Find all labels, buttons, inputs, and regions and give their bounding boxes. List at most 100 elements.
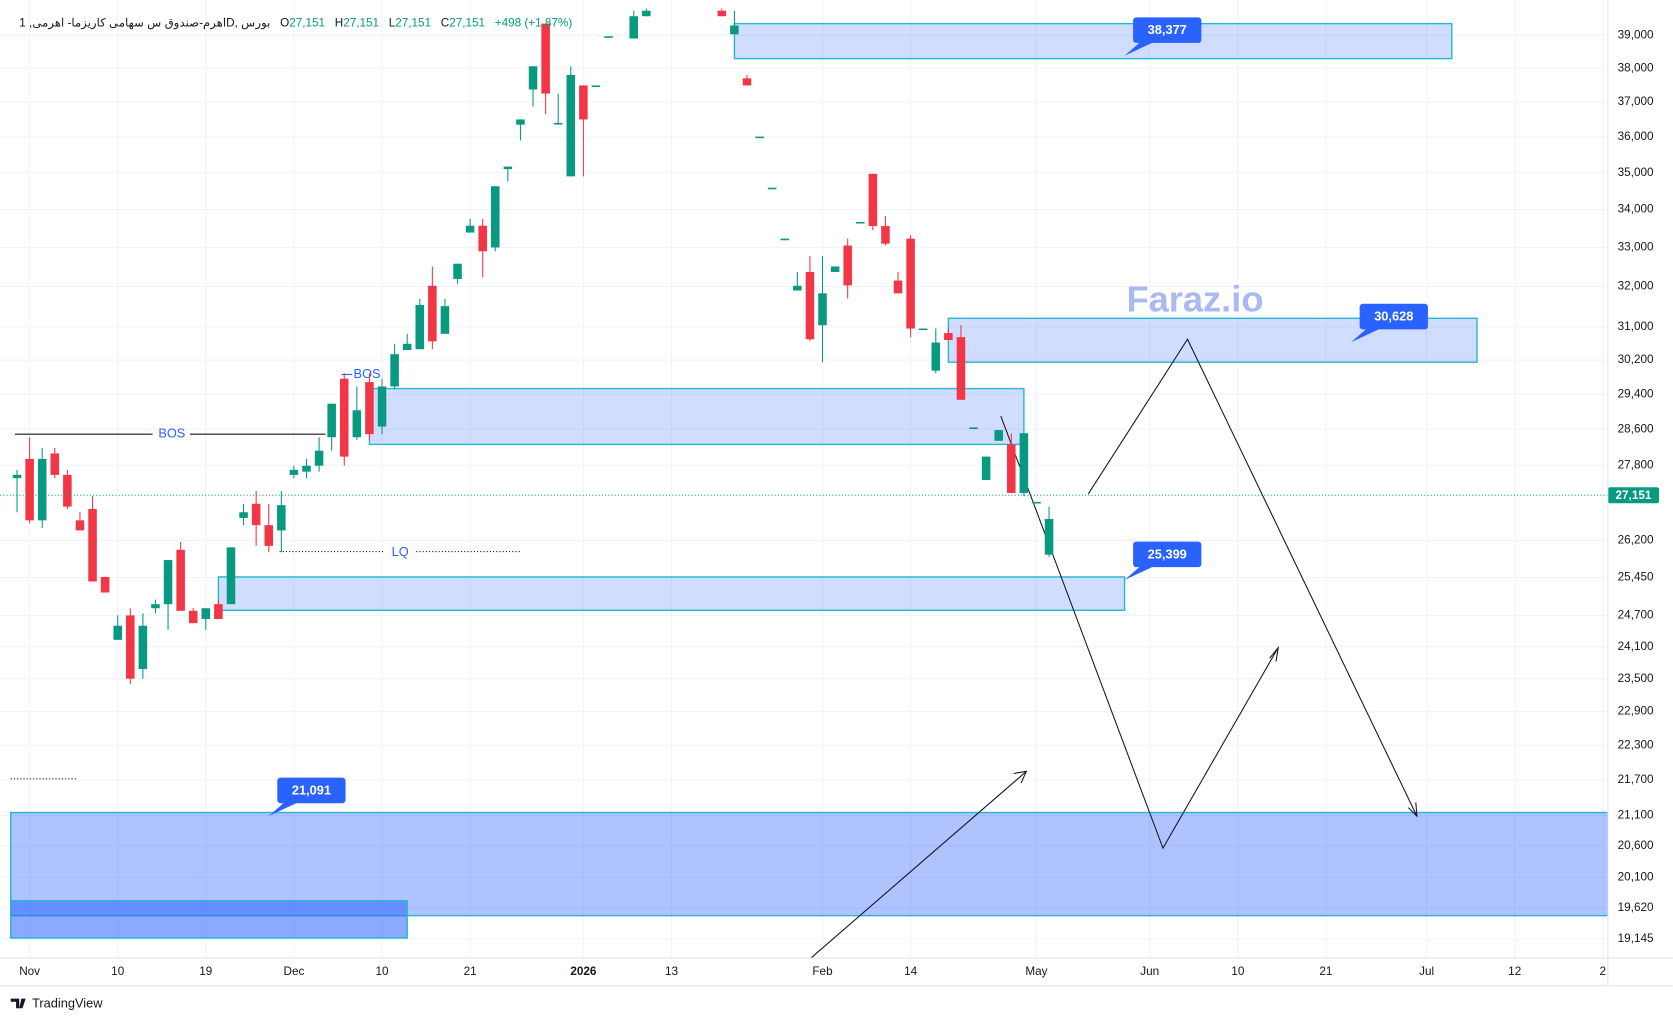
candle-body — [239, 512, 248, 518]
path-drawing — [810, 770, 1027, 959]
candle-body — [352, 410, 362, 438]
y-tick-label: 29,400 — [1618, 387, 1654, 400]
y-tick-label: 28,600 — [1618, 422, 1654, 435]
candle-body — [717, 10, 727, 17]
candle-body — [176, 549, 185, 611]
callout-label: 21,091 — [292, 782, 331, 797]
ohlc-key: C — [441, 17, 450, 30]
candle-body — [201, 608, 211, 620]
watermark: Faraz.io — [1126, 279, 1263, 320]
candle-body — [163, 560, 173, 605]
candle-body — [969, 427, 978, 430]
candle-body — [818, 293, 827, 326]
x-tick-label: Jun — [1140, 965, 1159, 978]
candle-body — [277, 505, 286, 531]
candle-body — [113, 625, 122, 640]
candle-body — [25, 458, 34, 521]
y-tick-label: 22,900 — [1618, 705, 1654, 718]
candle-body — [830, 266, 840, 272]
candle-body — [264, 525, 274, 546]
candle-body — [730, 25, 739, 35]
candle-body — [302, 465, 311, 472]
x-tick-label: 13 — [665, 965, 678, 978]
candle-body — [1007, 444, 1016, 493]
ohlc-value: 27,151 — [289, 17, 325, 30]
candle-body — [755, 136, 764, 139]
y-tick-label: 34,000 — [1618, 203, 1654, 216]
grid — [0, 0, 1608, 959]
candle-body — [642, 10, 651, 17]
y-tick-label: 27,800 — [1618, 458, 1654, 471]
y-tick-label: 31,000 — [1618, 320, 1654, 333]
candle-body — [944, 333, 953, 341]
candle-body — [805, 271, 815, 340]
logo — [10, 998, 26, 1009]
candle-body — [767, 187, 777, 190]
candle-body — [541, 23, 550, 94]
candle-body — [377, 386, 387, 427]
candle-body — [629, 16, 638, 39]
y-tick-label: 21,100 — [1618, 809, 1654, 822]
y-tick-label: 19,620 — [1618, 901, 1654, 914]
candle-body — [1019, 433, 1029, 493]
x-tick-label: Jul — [1419, 965, 1434, 978]
candle-body — [931, 342, 941, 371]
x-tick-label: May — [1025, 965, 1047, 978]
zones — [10, 22, 1608, 939]
candle-body — [843, 245, 852, 286]
candle-body — [339, 378, 349, 457]
lq-label: LQ — [392, 544, 409, 559]
arrow-head — [1407, 802, 1418, 818]
candle-body — [553, 122, 563, 125]
candle-body — [151, 604, 160, 609]
candle-body — [100, 576, 110, 593]
candle-body — [591, 85, 601, 88]
bos-label: BOS — [354, 366, 381, 381]
candle-body — [289, 469, 299, 475]
candle-body — [855, 221, 865, 224]
y-tick-label: 32,000 — [1618, 280, 1654, 293]
callout-box — [1359, 303, 1428, 330]
candle-body — [214, 604, 223, 620]
candle-body — [226, 547, 236, 605]
candle-body — [503, 166, 513, 170]
candle-body — [1032, 501, 1041, 504]
ohlc-key: O — [280, 17, 289, 30]
overlay: 39,000 38,000 37,000 36,000 35,000 34,000 33,0… — [0, 17, 1660, 978]
arrow-head — [1013, 770, 1028, 784]
zone — [217, 576, 1126, 611]
candle-body — [12, 474, 22, 479]
y-tick-label: 38,000 — [1618, 61, 1654, 74]
candle-body — [88, 508, 97, 582]
candle-body — [881, 226, 890, 244]
path-drawing — [1000, 415, 1279, 850]
y-tick-label: 24,100 — [1618, 640, 1654, 653]
candle-body — [75, 520, 85, 531]
candle-body — [478, 225, 487, 252]
candle-body — [566, 74, 576, 177]
path-drawing — [1087, 338, 1418, 817]
candle-body — [428, 285, 437, 342]
candle-body — [327, 403, 336, 438]
candles — [12, 8, 1054, 685]
callout-label: 25,399 — [1148, 546, 1187, 561]
y-tick-label: 21,700 — [1618, 773, 1654, 786]
ohlc-value: 27,151 — [343, 17, 379, 30]
candle-body — [604, 36, 613, 38]
y-tick-label: 25,450 — [1618, 571, 1654, 584]
candle-body — [956, 337, 966, 400]
x-tick-label: 10 — [111, 965, 125, 978]
candle-body — [528, 66, 538, 90]
x-tick-label: 12 — [1508, 965, 1521, 978]
change: +498 (+1.87%) — [495, 17, 573, 30]
candle-body — [365, 382, 374, 435]
x-tick-label: 2026 — [570, 965, 597, 978]
callout-label: 30,628 — [1374, 309, 1413, 324]
x-tick-label: 10 — [1231, 965, 1245, 978]
candle-body — [994, 430, 1003, 441]
candle-body — [742, 78, 752, 86]
y-tick-label: 26,200 — [1618, 534, 1654, 547]
candle-body — [793, 285, 802, 291]
callout-box — [1133, 17, 1202, 43]
